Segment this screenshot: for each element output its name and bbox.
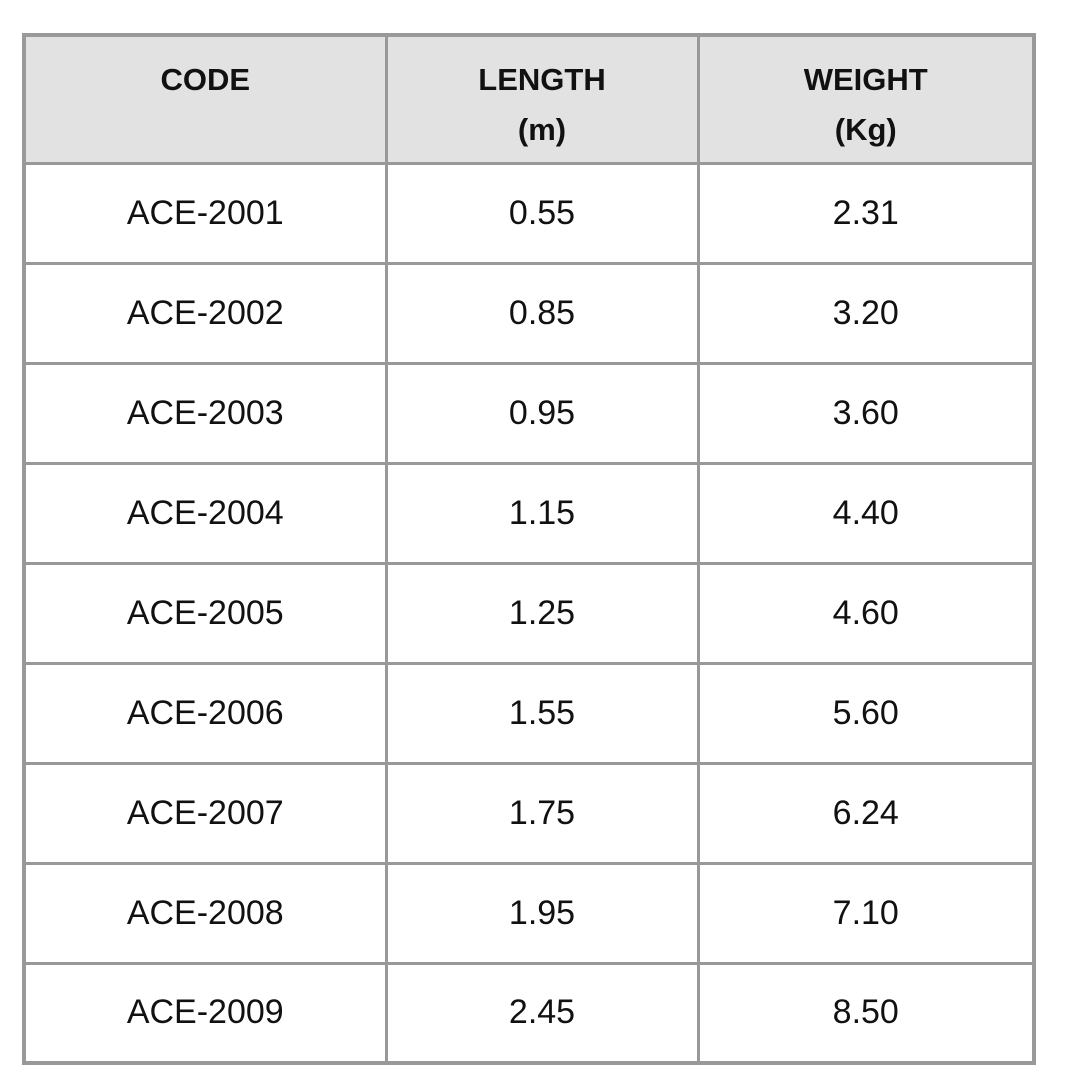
cell-length: 0.85 [384,261,700,365]
cell-length: 1.95 [384,861,700,965]
table-row: ACE-2006 1.55 5.60 [22,661,1036,765]
column-header-weight-unit: (Kg) [834,112,897,147]
cell-code: ACE-2001 [22,161,388,265]
cell-length: 1.55 [384,661,700,765]
cell-length: 0.55 [384,161,700,265]
column-header-length-label: LENGTH [478,62,606,97]
cell-code: ACE-2008 [22,861,388,965]
cell-code: ACE-2004 [22,461,388,565]
cell-code: ACE-2005 [22,561,388,665]
table-row: ACE-2008 1.95 7.10 [22,861,1036,965]
cell-code: ACE-2003 [22,361,388,465]
cell-code: ACE-2009 [22,961,388,1065]
cell-length: 1.25 [384,561,700,665]
column-header-code: CODE [22,33,388,165]
cell-weight: 8.50 [696,961,1036,1065]
cell-code: ACE-2002 [22,261,388,365]
column-header-code-label: CODE [160,62,251,97]
table-row: ACE-2009 2.45 8.50 [22,961,1036,1065]
table-row: ACE-2002 0.85 3.20 [22,261,1036,365]
cell-weight: 2.31 [696,161,1036,265]
spec-table: CODE LENGTH (m) WEIGHT (Kg) ACE-2001 0.5… [22,33,1036,1065]
column-header-weight: WEIGHT (Kg) [696,33,1036,165]
cell-length: 0.95 [384,361,700,465]
cell-weight: 6.24 [696,761,1036,865]
column-header-length: LENGTH (m) [384,33,700,165]
cell-length: 1.75 [384,761,700,865]
table-body: ACE-2001 0.55 2.31 ACE-2002 0.85 3.20 AC… [22,161,1036,1065]
table-row: ACE-2007 1.75 6.24 [22,761,1036,865]
cell-length: 2.45 [384,961,700,1065]
table-header: CODE LENGTH (m) WEIGHT (Kg) [22,33,1036,165]
table-row: ACE-2001 0.55 2.31 [22,161,1036,265]
table-row: ACE-2005 1.25 4.60 [22,561,1036,665]
cell-weight: 5.60 [696,661,1036,765]
cell-code: ACE-2006 [22,661,388,765]
table-row: ACE-2004 1.15 4.40 [22,461,1036,565]
column-header-length-unit: (m) [517,112,567,147]
spec-table-container: CODE LENGTH (m) WEIGHT (Kg) ACE-2001 0.5… [22,33,1036,1065]
header-row: CODE LENGTH (m) WEIGHT (Kg) [22,33,1036,165]
cell-weight: 4.60 [696,561,1036,665]
cell-weight: 3.20 [696,261,1036,365]
table-row: ACE-2003 0.95 3.60 [22,361,1036,465]
cell-length: 1.15 [384,461,700,565]
cell-code: ACE-2007 [22,761,388,865]
cell-weight: 7.10 [696,861,1036,965]
column-header-weight-label: WEIGHT [803,62,928,97]
cell-weight: 4.40 [696,461,1036,565]
cell-weight: 3.60 [696,361,1036,465]
